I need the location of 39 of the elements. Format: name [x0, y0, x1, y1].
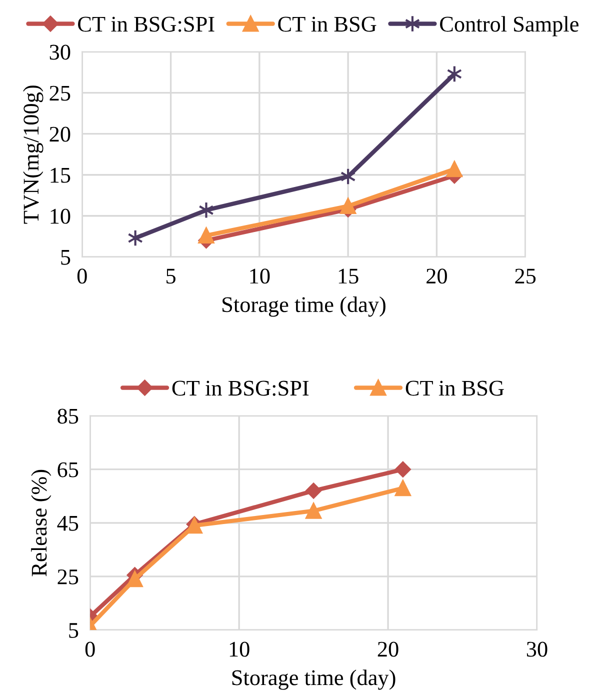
y-tick-label: 5 — [69, 623, 78, 638]
x-tick-label: 5 — [166, 268, 176, 284]
y-tick-label: 5 — [61, 250, 70, 265]
y-tick-label: 30 — [50, 44, 70, 60]
legend-label: CT in BSG — [278, 16, 376, 32]
point — [198, 201, 214, 219]
y-tick-label: 65 — [58, 462, 78, 478]
x-tick-label: 30 — [526, 642, 548, 657]
legend-label: CT in BSG:SPI — [172, 380, 309, 396]
legend-label: CT in BSG:SPI — [78, 16, 214, 32]
legend-label: CT in BSG — [406, 380, 504, 396]
point — [446, 161, 462, 178]
point — [306, 502, 322, 519]
y-tick-label: 45 — [57, 516, 78, 531]
x-tick-label: 10 — [230, 642, 250, 657]
y-axis-title: Release (%) — [31, 470, 52, 576]
x-tick-label: 0 — [85, 642, 95, 657]
point — [394, 480, 411, 496]
y-tick-label: 25 — [50, 86, 70, 101]
y-axis-title: TVN(mg/100g) — [23, 86, 44, 224]
legend-label: Control Sample — [440, 16, 578, 36]
y-tick-label: 20 — [50, 126, 70, 142]
x-tick-label: 20 — [426, 268, 447, 284]
x-tick-label: 15 — [338, 268, 358, 284]
y-tick-label: 85 — [58, 408, 78, 424]
y-tick-label: 15 — [50, 168, 70, 183]
point — [126, 571, 143, 588]
point — [198, 228, 214, 244]
point — [340, 198, 356, 214]
point — [306, 482, 322, 499]
x-axis-title: Storage time (day) — [222, 296, 386, 317]
y-tick-label: 25 — [58, 569, 78, 584]
x-tick-label: 25 — [515, 268, 536, 284]
x-axis-title: Storage time (day) — [232, 670, 396, 690]
x-tick-label: 10 — [250, 268, 270, 284]
x-tick-label: 0 — [77, 268, 87, 284]
x-tick-label: 20 — [378, 642, 398, 657]
point — [395, 461, 411, 478]
y-tick-label: 10 — [50, 208, 70, 224]
